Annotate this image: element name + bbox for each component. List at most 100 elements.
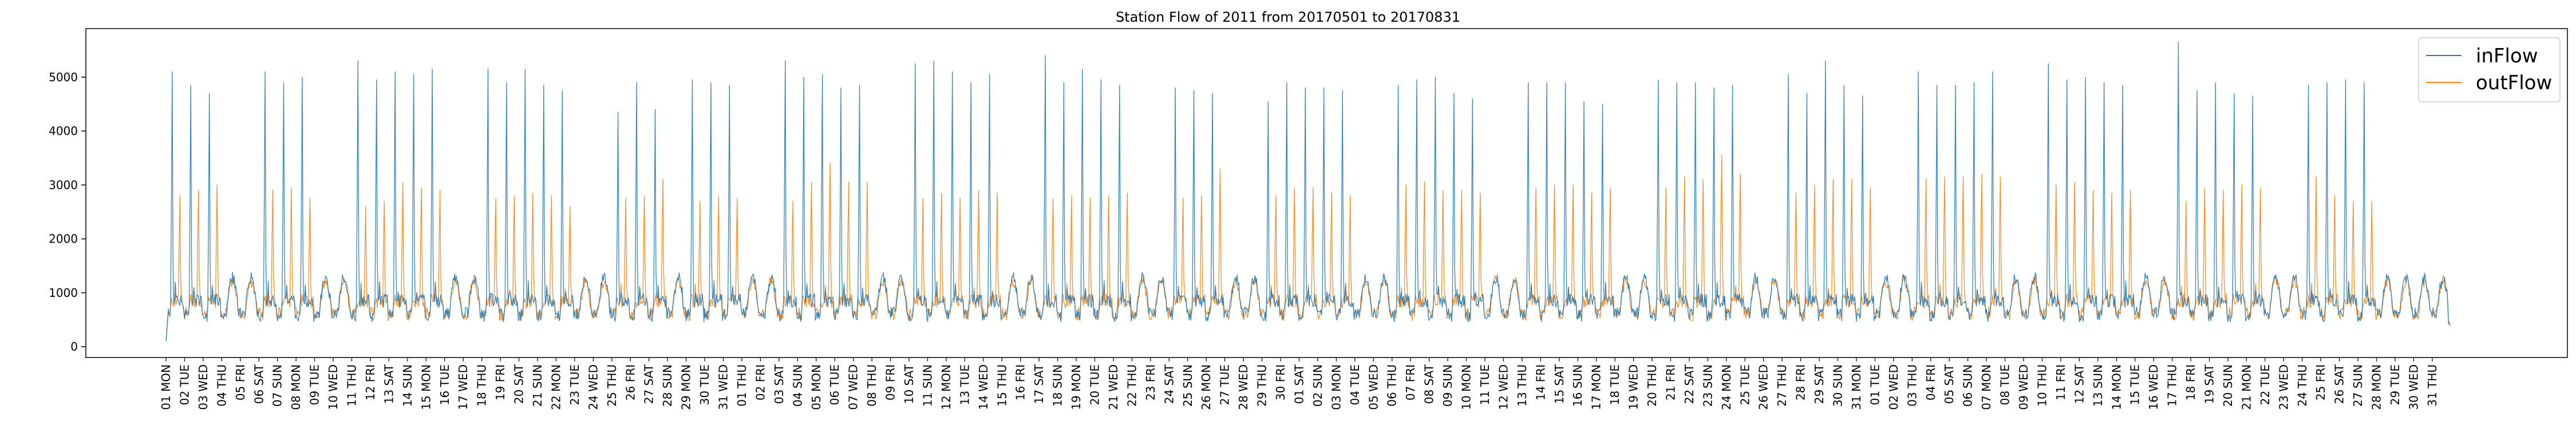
x-tick-label: 29 SAT [1812,364,1826,404]
x-tick-label: 29 THU [1255,364,1269,407]
x-tick-label: 16 TUE [438,364,452,405]
x-tick-label: 20 THU [1645,364,1659,407]
x-tick-label: 31 WED [717,364,730,410]
x-tick-label: 17 THU [2166,364,2179,407]
x-tick-label: 30 WED [2407,364,2420,410]
x-tick-label: 12 SAT [2072,364,2086,404]
x-tick-label: 15 TUE [2128,364,2142,405]
x-tick-label: 02 SUN [1311,364,1325,407]
x-tick-label: 13 THU [1515,364,1529,407]
x-tick-label: 24 WED [586,364,600,410]
x-tick-label: 30 FRI [1274,364,1287,400]
x-tick-label: 15 THU [995,364,1009,407]
x-tick-label: 09 FRI [884,364,898,400]
x-tick-label: 29 MON [679,364,693,410]
x-tick-label: 20 SAT [512,364,526,404]
x-tick-label: 26 WED [1757,364,1771,410]
x-tick-label: 05 SAT [1942,364,1956,404]
y-axis: 0 1000 2000 3000 4000 5000 [49,70,86,353]
x-tick-label: 01 MON [159,364,173,410]
x-tick-label: 18 TUE [1608,364,1622,405]
x-tick-label: 31 MON [1850,364,1863,410]
x-tick-label: 30 SUN [1831,364,1845,407]
legend-box [2418,37,2561,102]
x-tick-label: 23 WED [2277,364,2290,410]
x-tick-label: 18 THU [475,364,489,407]
x-tick-label: 14 FRI [1534,364,1547,400]
x-tick-label: 27 TUE [1218,364,1232,405]
x-tick-label: 05 FRI [234,364,247,400]
x-tick-label: 13 TUE [958,364,971,405]
x-tick-label: 26 MON [1199,364,1213,410]
x-tick-label: 17 MON [1590,364,1603,410]
x-tick-label: 03 THU [1905,364,1919,407]
x-tick-label: 25 SUN [1181,364,1195,407]
x-tick-label: 14 MON [2109,364,2123,410]
x-tick-label: 09 TUE [308,364,322,405]
x-tick-label: 18 SUN [1051,364,1065,407]
x-tick-label: 21 FRI [1664,364,1677,400]
x-tick-label: 23 FRI [1144,364,1157,400]
legend-label-outflow: outFlow [2476,72,2552,94]
x-tick-label: 09 WED [2017,364,2030,410]
x-axis: 01 MON 02 TUE 03 WED 04 THU 05 FRI 06 SAT 07 S… [159,357,2439,410]
x-tick-label: 22 THU [1125,364,1139,407]
x-tick-label: 06 THU [1385,364,1399,407]
x-tick-label: 28 FRI [1794,364,1808,400]
x-tick-label: 13 SUN [2091,364,2105,407]
x-tick-label: 10 WED [326,364,340,410]
x-tick-label: 31 THU [2425,364,2439,407]
x-tick-label: 03 WED [196,364,210,410]
y-tick-label: 1000 [49,286,78,300]
x-tick-label: 10 THU [2035,364,2049,407]
y-tick-label: 0 [70,340,78,353]
x-tick-label: 15 SAT [1552,364,1566,404]
plot-area: 0 1000 2000 3000 4000 5000 01 MON 02 TUE 03 WED… [49,28,2568,410]
x-tick-label: 23 SUN [1701,364,1714,407]
x-tick-label: 23 TUE [568,364,582,405]
x-tick-label: 04 TUE [1348,364,1362,405]
x-tick-label: 08 SAT [1423,364,1436,404]
y-tick-label: 2000 [49,232,78,246]
chart-title: Station Flow of 2011 from 20170501 to 20… [1116,9,1460,25]
inflow-series-line [165,41,2451,341]
x-tick-label: 24 THU [2296,364,2309,407]
y-tick-label: 3000 [49,178,78,192]
x-tick-label: 07 FRI [1404,364,1417,400]
x-tick-label: 25 TUE [1738,364,1752,405]
x-tick-label: 03 SAT [772,364,786,404]
x-tick-label: 30 TUE [698,364,712,405]
x-tick-label: 09 SUN [1441,364,1455,407]
x-tick-label: 28 SUN [661,364,674,407]
x-tick-label: 17 WED [456,364,470,410]
x-tick-label: 16 FRI [1014,364,1028,400]
x-tick-label: 21 SUN [531,364,544,407]
legend: inFlow outFlow [2418,37,2561,102]
x-tick-label: 11 THU [345,364,359,407]
x-tick-label: 15 MON [419,364,433,410]
x-tick-label: 12 MON [939,364,953,410]
x-tick-label: 21 MON [2239,364,2253,410]
x-tick-label: 11 SUN [920,364,934,407]
x-tick-label: 19 FRI [493,364,507,400]
outflow-series-line [165,154,2451,341]
x-tick-label: 01 THU [735,364,749,407]
x-tick-label: 16 SUN [1571,364,1585,407]
x-tick-label: 27 THU [1775,364,1789,407]
x-tick-label: 29 TUE [2388,364,2402,405]
x-tick-label: 28 WED [1236,364,1250,410]
x-tick-label: 16 WED [2147,364,2160,410]
x-tick-label: 14 SUN [401,364,414,407]
x-tick-label: 05 WED [1366,364,1380,410]
x-tick-label: 08 MON [289,364,303,410]
x-tick-label: 07 SUN [271,364,285,407]
x-tick-label: 22 TUE [2258,364,2272,405]
x-tick-label: 02 WED [1887,364,1901,410]
x-tick-label: 19 WED [1627,364,1641,410]
x-tick-label: 26 SAT [2333,364,2346,404]
x-tick-label: 06 TUE [828,364,841,405]
plot-frame [85,28,2568,358]
x-tick-label: 28 MON [2370,364,2384,410]
x-tick-label: 25 FRI [2314,364,2328,400]
